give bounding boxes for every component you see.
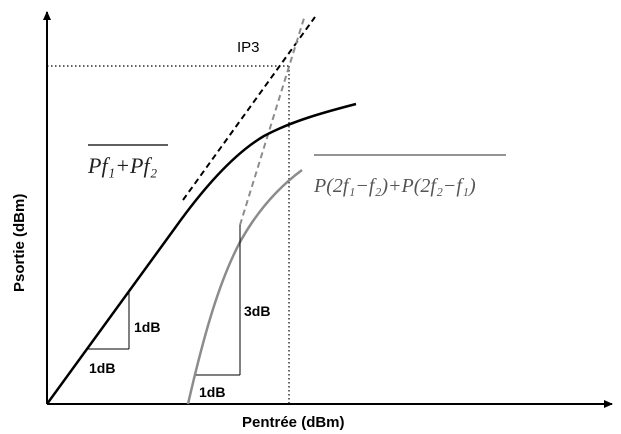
im3-slope-dx-label: 1dB bbox=[199, 384, 225, 400]
fund-slope-dy-label: 1dB bbox=[134, 319, 160, 335]
y-axis-title: Psortie (dBm) bbox=[11, 194, 28, 292]
fundamental-curve bbox=[45, 102, 357, 405]
x-axis-title: Pentrée (dBm) bbox=[242, 414, 345, 431]
intermod-extrapolation bbox=[239, 14, 306, 226]
fundamental-extrapolation bbox=[182, 16, 316, 201]
intermod-expr: P(2f₁−f₂)+P(2f₂−f₁) bbox=[313, 175, 476, 197]
ip3-label: IP3 bbox=[237, 39, 260, 56]
im3-slope-dy-label: 3dB bbox=[244, 303, 270, 319]
fundamental-expr: Pf₁+Pf₂ bbox=[87, 153, 158, 178]
fund-slope-dx-label: 1dB bbox=[89, 360, 115, 376]
intermod-curve bbox=[186, 168, 303, 405]
